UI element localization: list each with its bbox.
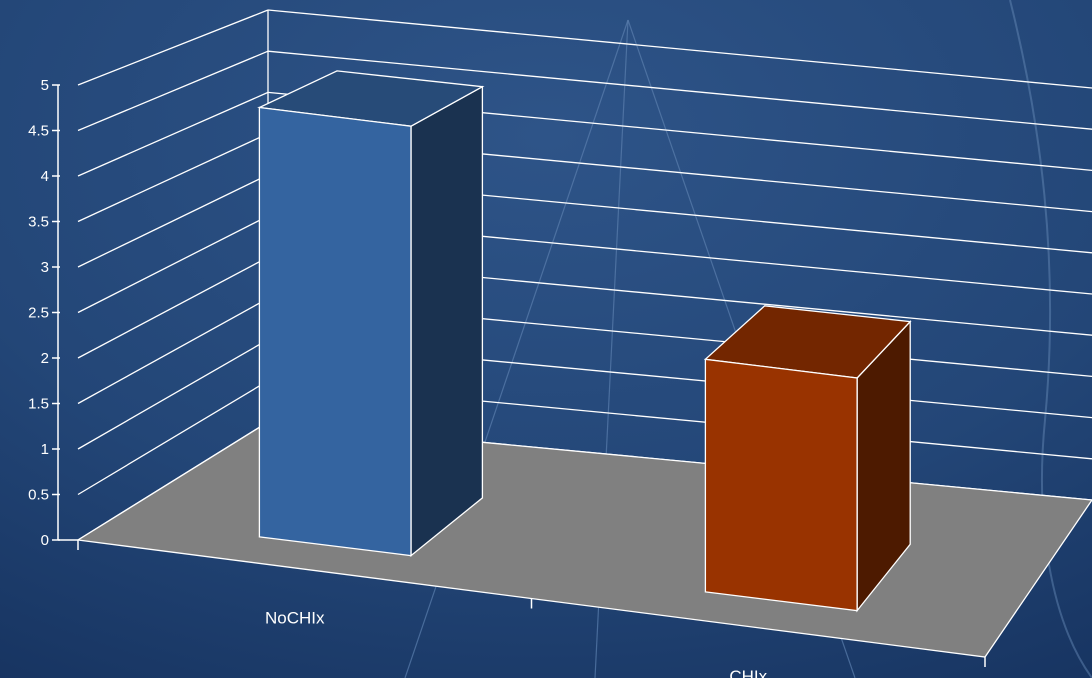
back-gridline bbox=[267, 50, 1092, 130]
bar-front-face bbox=[704, 358, 858, 612]
y-tick-label: 1.5 bbox=[28, 396, 49, 413]
y-tick-label: 2.5 bbox=[28, 305, 49, 322]
side-gridline bbox=[77, 215, 269, 314]
bar-side-face bbox=[410, 85, 484, 557]
y-tick-label: 0.5 bbox=[28, 487, 49, 504]
y-tick-label: 3.5 bbox=[28, 214, 49, 231]
y-tick-label: 5 bbox=[41, 77, 49, 94]
background-curve bbox=[1009, 0, 1092, 678]
y-tick-label: 1 bbox=[41, 441, 49, 458]
side-gridline bbox=[77, 50, 269, 132]
y-axis: 0 0.5 1 1.5 2 2.5 3 3.5 4 4.5 5 bbox=[28, 77, 78, 549]
bar-chix bbox=[703, 305, 912, 613]
side-gridline bbox=[77, 339, 269, 450]
x-category-label: NoCHIx bbox=[265, 608, 325, 627]
bars bbox=[257, 70, 912, 613]
back-gridline bbox=[267, 9, 1092, 89]
bar-nochix bbox=[257, 70, 485, 557]
side-gridline bbox=[77, 380, 269, 496]
y-tick-label: 4 bbox=[41, 168, 49, 185]
y-tick-label: 2 bbox=[41, 350, 49, 367]
bar-front-face bbox=[258, 106, 412, 557]
x-category-label: CHIx bbox=[729, 667, 767, 678]
y-tick-label: 0 bbox=[41, 532, 49, 549]
x-axis: NoCHIx CHIx bbox=[77, 540, 986, 678]
side-gridline bbox=[77, 133, 269, 223]
y-tick-label: 3 bbox=[41, 259, 49, 276]
y-tick-label: 4.5 bbox=[28, 123, 49, 140]
side-gridline bbox=[77, 91, 269, 177]
side-gridline bbox=[77, 297, 269, 405]
side-gridline bbox=[77, 9, 269, 86]
side-gridline bbox=[77, 256, 269, 359]
side-gridline bbox=[77, 174, 269, 268]
